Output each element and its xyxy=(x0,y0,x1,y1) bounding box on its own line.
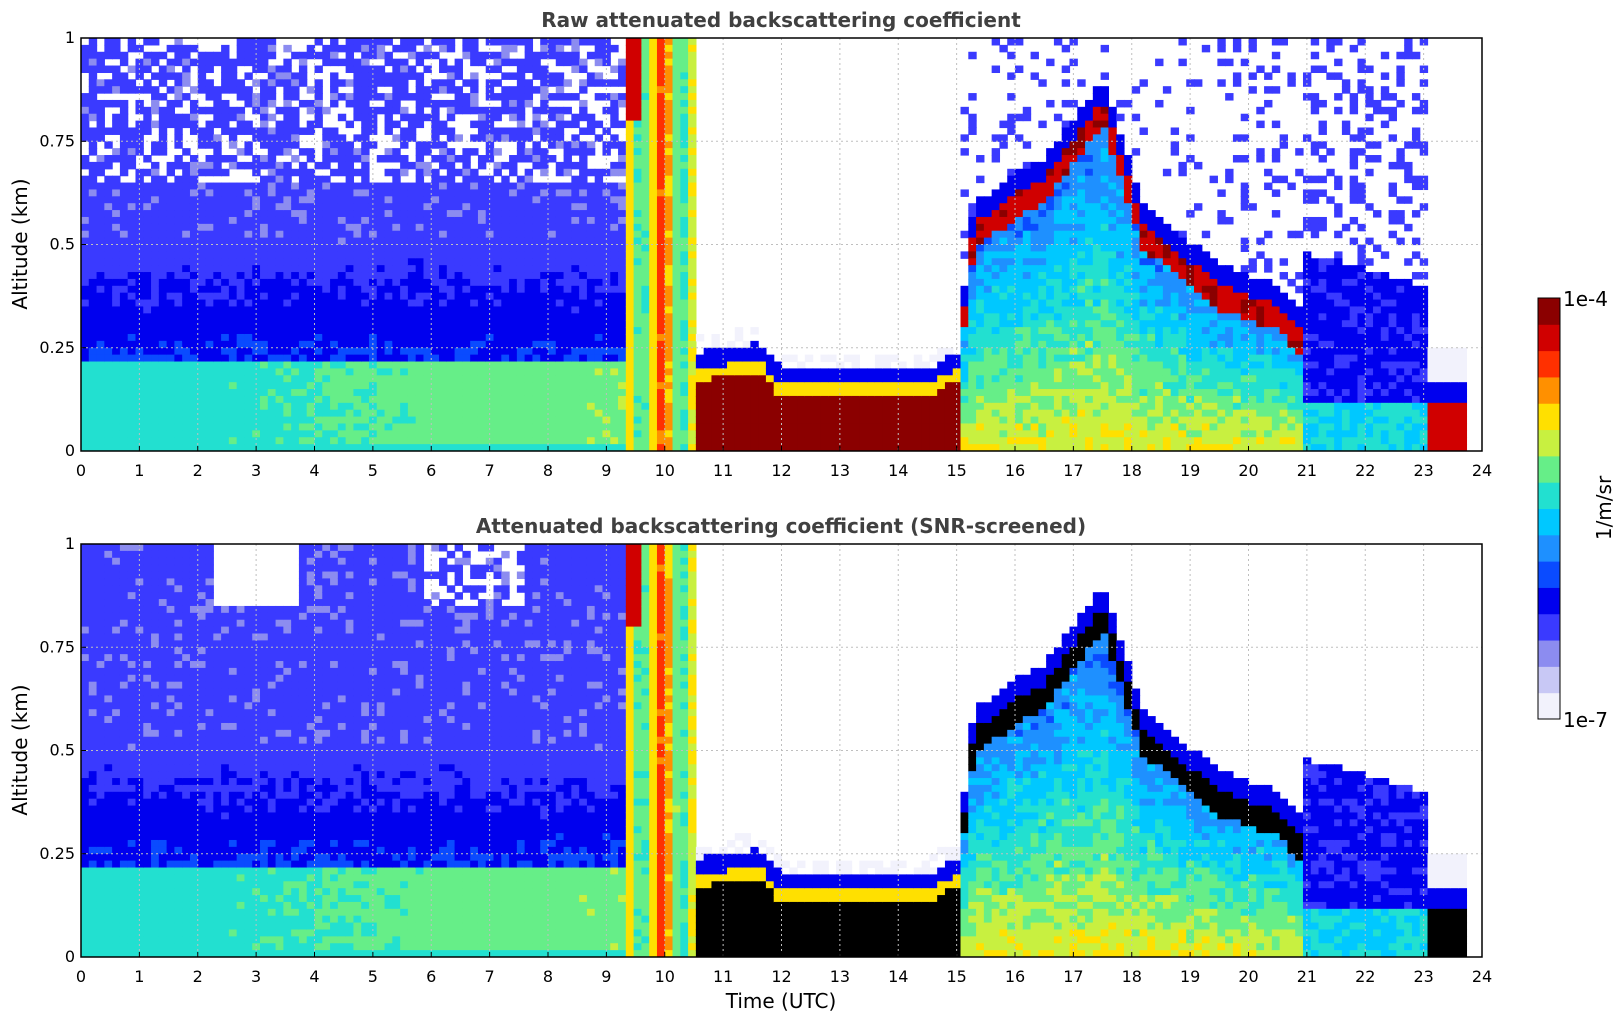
colorbar-step xyxy=(1538,298,1560,325)
colorbar-step xyxy=(1538,613,1560,641)
x-ticks-raw: 0 1 2 3 4 5 6 7 8 9 10 11 12 13 14 15 16 17 18 19 20 21 22 23 24 xyxy=(76,446,1492,480)
x-tick-label: 1 xyxy=(134,967,144,986)
colorbar-min-label: 1e-7 xyxy=(1563,708,1608,732)
x-tick-label: 18 xyxy=(1122,967,1142,986)
x-tick-label: 3 xyxy=(251,461,261,480)
gridlines-screened xyxy=(81,544,1482,957)
x-tick-label: 3 xyxy=(251,967,261,986)
x-tick-label: 12 xyxy=(771,461,791,480)
panel-screened-title: Attenuated backscattering coefficient (S… xyxy=(476,514,1086,538)
colorbar-step xyxy=(1538,534,1560,562)
colorbar-step xyxy=(1538,561,1560,588)
y-tick-label: 0.5 xyxy=(50,741,75,760)
x-tick-label: 16 xyxy=(1005,461,1025,480)
panel-raw-title: Raw attenuated backscattering coefficien… xyxy=(541,8,1021,32)
x-tick-label: 2 xyxy=(193,967,203,986)
y-tick-label: 1 xyxy=(65,28,75,47)
x-tick-label: 5 xyxy=(368,461,378,480)
heatmap-raw xyxy=(81,38,1468,451)
x-tick-label: 22 xyxy=(1355,967,1375,986)
x-tick-label: 20 xyxy=(1238,967,1258,986)
x-tick-label: 11 xyxy=(713,967,733,986)
x-tick-label: 8 xyxy=(543,967,553,986)
x-tick-label: 23 xyxy=(1413,967,1433,986)
colorbar-step xyxy=(1538,350,1560,378)
x-tick-label: 6 xyxy=(426,461,436,480)
x-tick-label: 22 xyxy=(1355,461,1375,480)
x-ticks-screened: 0 1 2 3 4 5 6 7 8 9 10 11 12 13 14 15 16 17 18 19 20 21 22 23 24 xyxy=(76,952,1492,986)
x-tick-label: 15 xyxy=(946,967,966,986)
x-tick-label: 10 xyxy=(655,461,675,480)
y-tick-label: 0.25 xyxy=(39,338,75,357)
y-tick-label: 1 xyxy=(65,534,75,553)
x-tick-label: 23 xyxy=(1413,461,1433,480)
x-tick-label: 10 xyxy=(655,967,675,986)
x-tick-label: 0 xyxy=(76,461,86,480)
x-tick-label: 2 xyxy=(193,461,203,480)
x-tick-label: 9 xyxy=(601,461,611,480)
x-tick-label: 4 xyxy=(309,967,319,986)
x-tick-label: 7 xyxy=(485,461,495,480)
x-tick-label: 13 xyxy=(830,967,850,986)
x-tick-label: 6 xyxy=(426,967,436,986)
y-tick-label: 0.25 xyxy=(39,844,75,863)
gridlines-raw xyxy=(81,38,1482,451)
colorbar-frame xyxy=(1537,297,1561,720)
y-tick-label: 0.75 xyxy=(39,131,75,150)
x-tick-label: 24 xyxy=(1472,967,1492,986)
heatmap-screened xyxy=(81,544,1468,957)
x-tick-label: 16 xyxy=(1005,967,1025,986)
colorbar: 1e-4 1e-7 1/m/sr xyxy=(1537,287,1616,732)
y-ticks-screened: 0 0.25 0.5 0.75 1 xyxy=(39,534,86,966)
colorbar-step xyxy=(1538,666,1560,694)
x-tick-label: 12 xyxy=(771,967,791,986)
colorbar-step xyxy=(1538,508,1560,536)
x-tick-label: 5 xyxy=(368,967,378,986)
y-tick-label: 0.75 xyxy=(39,637,75,656)
x-tick-label: 13 xyxy=(830,461,850,480)
colorbar-step xyxy=(1538,429,1560,457)
x-tick-label: 15 xyxy=(946,461,966,480)
colorbar-step xyxy=(1538,692,1560,720)
colorbar-step xyxy=(1538,482,1560,509)
x-tick-label: 7 xyxy=(485,967,495,986)
x-tick-label: 8 xyxy=(543,461,553,480)
x-tick-label: 17 xyxy=(1063,461,1083,480)
panel-screened: Attenuated backscattering coefficient (S… xyxy=(8,514,1492,1013)
y-tick-label: 0.5 xyxy=(50,235,75,254)
ylabel-screened: Altitude (km) xyxy=(8,684,32,815)
colorbar-step xyxy=(1538,587,1560,615)
x-tick-label: 21 xyxy=(1297,967,1317,986)
x-tick-label: 4 xyxy=(309,461,319,480)
x-tick-label: 21 xyxy=(1297,461,1317,480)
ylabel-raw: Altitude (km) xyxy=(8,178,32,309)
panel-raw: Raw attenuated backscattering coefficien… xyxy=(8,8,1492,480)
y-tick-label: 0 xyxy=(65,441,75,460)
x-tick-label: 9 xyxy=(601,967,611,986)
x-tick-label: 20 xyxy=(1238,461,1258,480)
x-tick-label: 0 xyxy=(76,967,86,986)
x-tick-label: 24 xyxy=(1472,461,1492,480)
x-tick-label: 19 xyxy=(1180,461,1200,480)
colorbar-step xyxy=(1538,324,1560,352)
colorbar-max-label: 1e-4 xyxy=(1563,287,1608,311)
colorbar-step xyxy=(1538,376,1560,404)
xlabel-time: Time (UTC) xyxy=(725,989,837,1013)
x-tick-label: 19 xyxy=(1180,967,1200,986)
colorbar-unit-label: 1/m/sr xyxy=(1592,475,1616,540)
colorbar-step xyxy=(1538,403,1560,431)
y-tick-label: 0 xyxy=(65,947,75,966)
x-tick-label: 11 xyxy=(713,461,733,480)
x-tick-label: 18 xyxy=(1122,461,1142,480)
x-tick-label: 17 xyxy=(1063,967,1083,986)
colorbar-step xyxy=(1538,455,1560,483)
colorbar-ramp xyxy=(1538,298,1560,720)
x-tick-label: 14 xyxy=(888,461,908,480)
y-ticks-raw: 0 0.25 0.5 0.75 1 xyxy=(39,28,86,460)
x-tick-label: 14 xyxy=(888,967,908,986)
colorbar-step xyxy=(1538,640,1560,667)
x-tick-label: 1 xyxy=(134,461,144,480)
